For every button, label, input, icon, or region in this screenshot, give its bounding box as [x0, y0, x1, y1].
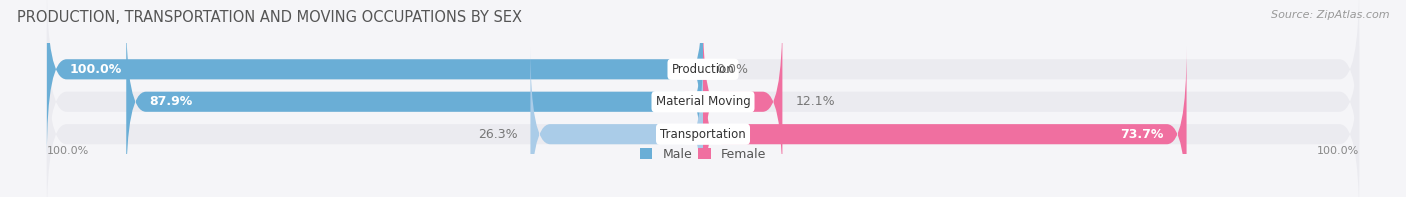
FancyBboxPatch shape — [530, 47, 703, 197]
FancyBboxPatch shape — [46, 14, 1360, 189]
Text: Material Moving: Material Moving — [655, 95, 751, 108]
Legend: Male, Female: Male, Female — [640, 148, 766, 161]
FancyBboxPatch shape — [46, 0, 1360, 157]
Text: Transportation: Transportation — [661, 128, 745, 141]
Text: 12.1%: 12.1% — [796, 95, 835, 108]
Text: PRODUCTION, TRANSPORTATION AND MOVING OCCUPATIONS BY SEX: PRODUCTION, TRANSPORTATION AND MOVING OC… — [17, 10, 522, 25]
Text: 73.7%: 73.7% — [1121, 128, 1164, 141]
Text: 100.0%: 100.0% — [70, 63, 122, 76]
Text: Production: Production — [672, 63, 734, 76]
Text: 26.3%: 26.3% — [478, 128, 517, 141]
Text: 87.9%: 87.9% — [149, 95, 193, 108]
FancyBboxPatch shape — [703, 47, 1187, 197]
FancyBboxPatch shape — [46, 47, 1360, 197]
FancyBboxPatch shape — [127, 14, 703, 189]
FancyBboxPatch shape — [703, 14, 782, 189]
Text: 100.0%: 100.0% — [46, 146, 89, 156]
Text: 0.0%: 0.0% — [716, 63, 748, 76]
Text: 100.0%: 100.0% — [1317, 146, 1360, 156]
FancyBboxPatch shape — [46, 0, 703, 157]
Text: Source: ZipAtlas.com: Source: ZipAtlas.com — [1271, 10, 1389, 20]
